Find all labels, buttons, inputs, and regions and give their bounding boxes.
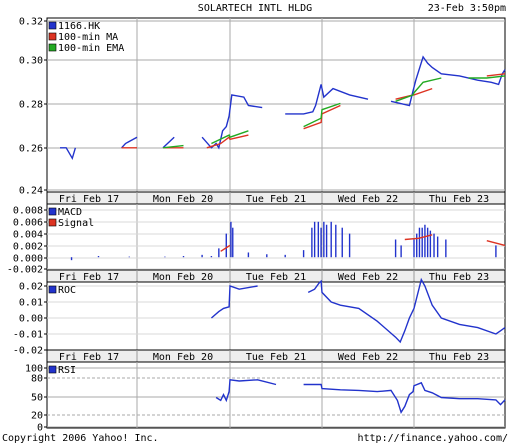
legend-label: 1166.HK [58, 21, 100, 32]
day-label: Thu Feb 23 [429, 194, 489, 205]
series-line [162, 75, 506, 149]
y-tick-label: 0.000 [13, 254, 43, 265]
y-tick-label: 80 [31, 374, 43, 385]
plot-frame [46, 361, 506, 429]
day-label: Wed Feb 22 [338, 194, 398, 205]
chart-timestamp: 23-Feb 3:50pm [428, 3, 506, 14]
day-label: Fri Feb 17 [59, 194, 119, 205]
legend-label: ROC [58, 285, 76, 296]
day-label: Wed Feb 22 [338, 272, 398, 283]
y-tick-label: 0.28 [19, 100, 43, 111]
legend-label: MACD [58, 207, 82, 218]
day-label: Thu Feb 23 [429, 352, 489, 363]
legend-swatch [48, 21, 57, 30]
day-label: Wed Feb 22 [338, 352, 398, 363]
day-label-band: Fri Feb 17 Mon Feb 20 Tue Feb 21 Wed Feb 22… [46, 349, 506, 363]
legend-swatch [48, 207, 57, 216]
legend-swatch [48, 285, 57, 294]
y-tick-label: -0.01 [13, 330, 43, 341]
day-label: Fri Feb 17 [59, 352, 119, 363]
day-label: Tue Feb 21 [246, 272, 306, 283]
day-label: Fri Feb 17 [59, 272, 119, 283]
plot-frame [46, 17, 506, 193]
y-tick-label: 0.26 [19, 144, 43, 155]
series-line [220, 234, 506, 252]
plot-frame [46, 281, 506, 351]
day-label: Mon Feb 20 [153, 194, 213, 205]
y-tick-label: 20 [31, 411, 43, 422]
chart-title: SOLARTECH INTL HLDG [198, 3, 312, 14]
y-tick-label: -0.002 [7, 265, 43, 276]
legend-label: Signal [58, 218, 94, 229]
legend-label: 100-min EMA [58, 43, 124, 54]
legend-swatch [48, 365, 57, 374]
y-tick-label: 0.006 [13, 218, 43, 229]
day-label: Mon Feb 20 [153, 352, 213, 363]
series-line [60, 55, 506, 161]
copyright-text: Copyright 2006 Yahoo! Inc. [2, 433, 159, 444]
y-tick-label: 0.002 [13, 242, 43, 253]
y-tick-label: 0.30 [19, 56, 43, 67]
source-url[interactable]: http://finance.yahoo.com/ [357, 433, 508, 444]
day-label: Mon Feb 20 [153, 272, 213, 283]
legend-swatch [48, 218, 57, 227]
legend-swatch [48, 32, 57, 41]
plot-frame [46, 203, 506, 271]
roc-panel: 0.02 0.01 0.00 -0.01 -0.02 ROC [13, 277, 506, 357]
series-line [215, 379, 506, 414]
y-tick-label: 0 [37, 423, 43, 434]
y-tick-label: 0.24 [19, 186, 43, 197]
y-tick-label: 0.004 [13, 230, 43, 241]
y-tick-label: 0.008 [13, 206, 43, 217]
y-tick-label: 50 [31, 393, 43, 404]
y-tick-label: 0.02 [19, 282, 43, 293]
legend-label: RSI [58, 365, 76, 376]
y-tick-label: 0.00 [19, 314, 43, 325]
series-line [210, 277, 506, 344]
day-label: Tue Feb 21 [246, 352, 306, 363]
y-tick-label: 100 [25, 364, 43, 375]
y-tick-label: 0.32 [19, 17, 43, 28]
day-label: Thu Feb 23 [429, 272, 489, 283]
day-label: Tue Feb 21 [246, 194, 306, 205]
legend-label: 100-min MA [58, 32, 118, 43]
legend-swatch [48, 43, 57, 52]
day-label-band: Fri Feb 17 Mon Feb 20 Tue Feb 21 Wed Feb 22… [46, 269, 506, 283]
day-label-band: Fri Feb 17 Mon Feb 20 Tue Feb 21 Wed Feb 22… [46, 191, 506, 205]
y-tick-label: 0.01 [19, 298, 43, 309]
y-tick-label: -0.02 [13, 346, 43, 357]
